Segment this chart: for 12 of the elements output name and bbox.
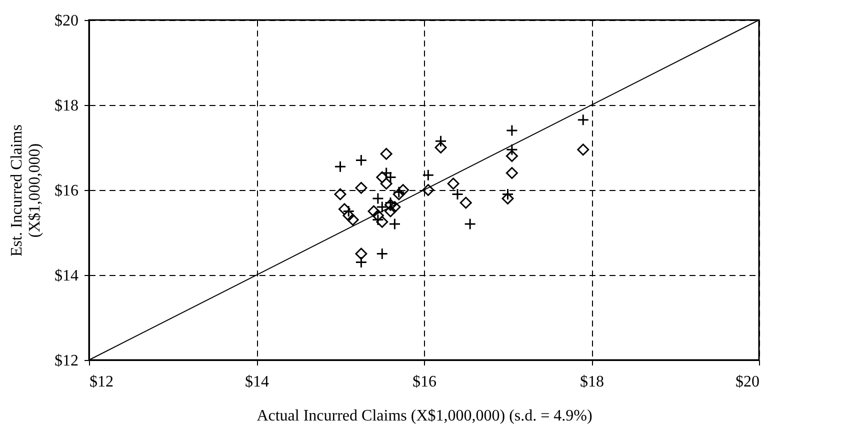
x-tick-label: $14 [245,374,269,390]
y-tick-label: $12 [54,352,78,370]
y-tick-label: $20 [54,12,78,30]
x-tick-label: $12 [90,374,114,390]
x-axis-title: Actual Incurred Claims (X$1,000,000) (s.d. = 4.9%) [256,408,592,424]
x-tick-label: $16 [412,374,436,390]
y-tick-label: $16 [54,182,78,200]
y-tick-label: $14 [54,268,78,284]
x-tick-label: $20 [736,374,760,390]
x-tick-label: $18 [580,374,604,390]
y-tick-label: $18 [54,98,78,114]
y-axis-title: Est. Incurred Claims (X$1,000,000) [8,124,44,256]
